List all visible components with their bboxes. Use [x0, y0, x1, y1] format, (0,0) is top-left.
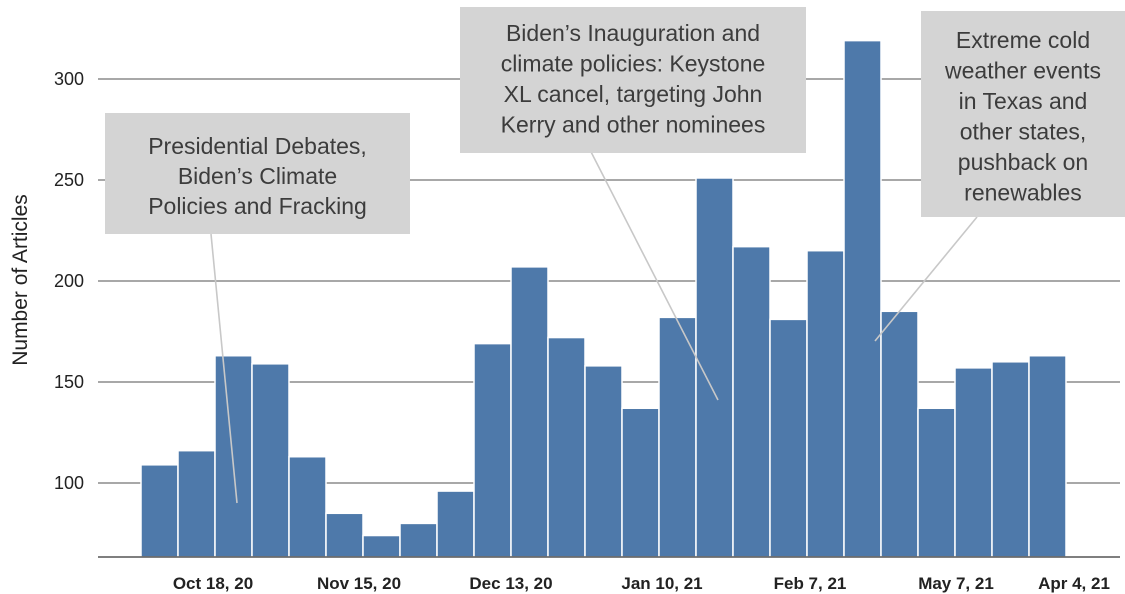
x-tick-label: Jan 10, 21 [621, 574, 702, 593]
bar [880, 310, 919, 558]
bar [843, 39, 882, 558]
bar [473, 342, 512, 558]
callout-text-line: Biden’s Inauguration and [506, 20, 760, 46]
bar [177, 449, 216, 558]
annotations: Presidential Debates, Biden’s Climate Poli… [105, 7, 1125, 504]
callout-text-line: in Texas and [959, 88, 1088, 114]
callout-leader-line [587, 145, 719, 401]
bar [954, 367, 993, 558]
y-tick-label: 250 [54, 170, 84, 190]
bar [510, 266, 549, 558]
callout-text-line: Extreme cold [956, 27, 1090, 53]
annotation-callout: Biden’s Inauguration and climate policies… [460, 7, 806, 401]
bar [621, 407, 660, 558]
bar [251, 363, 290, 558]
bar [769, 318, 808, 558]
callout-box [460, 7, 806, 153]
y-tick-label: 150 [54, 372, 84, 392]
x-tick-label: Dec 13, 20 [469, 574, 552, 593]
y-tick-labels: 100 150 200 250 300 [54, 69, 84, 493]
bar [658, 316, 697, 558]
bar [214, 354, 253, 558]
bar [436, 490, 475, 558]
bar [917, 407, 956, 558]
callout-box [105, 113, 410, 234]
bar [732, 245, 771, 558]
annotation-callout: Extreme cold weather events in Texas and ot… [874, 11, 1125, 342]
bar [140, 464, 179, 558]
callout-text-line: other states, [960, 119, 1087, 145]
x-tick-label: Oct 18, 20 [173, 574, 253, 593]
callout-text-line: climate policies: Keystone [501, 51, 766, 77]
bar [547, 336, 586, 558]
bar [288, 455, 327, 558]
y-tick-label: 200 [54, 271, 84, 291]
bar [584, 365, 623, 558]
bars [140, 39, 1067, 558]
callout-text-line: Biden’s Climate [178, 163, 337, 189]
x-tick-label: Feb 7, 21 [774, 574, 847, 593]
y-axis-label: Number of Articles [9, 194, 32, 366]
y-tick-label: 300 [54, 69, 84, 89]
callout-leader-line [874, 216, 978, 342]
bar [362, 534, 401, 558]
callout-leader-line [210, 233, 238, 504]
callout-text-line: pushback on [958, 149, 1088, 175]
bar [991, 361, 1030, 558]
bar [325, 512, 364, 558]
callout-text-line: Kerry and other nominees [501, 112, 766, 138]
callout-text-line: renewables [964, 180, 1082, 206]
x-tick-label: Apr 4, 21 [1038, 574, 1110, 593]
x-tick-label: May 7, 21 [918, 574, 994, 593]
callout-text-line: Policies and Fracking [148, 193, 367, 219]
bar [806, 249, 845, 558]
callout-text-line: XL cancel, targeting John [504, 81, 763, 107]
bar [1028, 354, 1067, 558]
x-tick-label: Nov 15, 20 [317, 574, 401, 593]
callout-text-line: weather events [944, 58, 1101, 84]
annotation-callout: Presidential Debates, Biden’s Climate Poli… [105, 113, 410, 504]
bar [399, 522, 438, 558]
callout-box [921, 11, 1125, 217]
callout-text-line: Presidential Debates, [148, 133, 367, 159]
x-tick-labels: Oct 18, 20 Nov 15, 20 Dec 13, 20 Jan 10, 21… [173, 574, 1110, 593]
y-tick-label: 100 [54, 473, 84, 493]
